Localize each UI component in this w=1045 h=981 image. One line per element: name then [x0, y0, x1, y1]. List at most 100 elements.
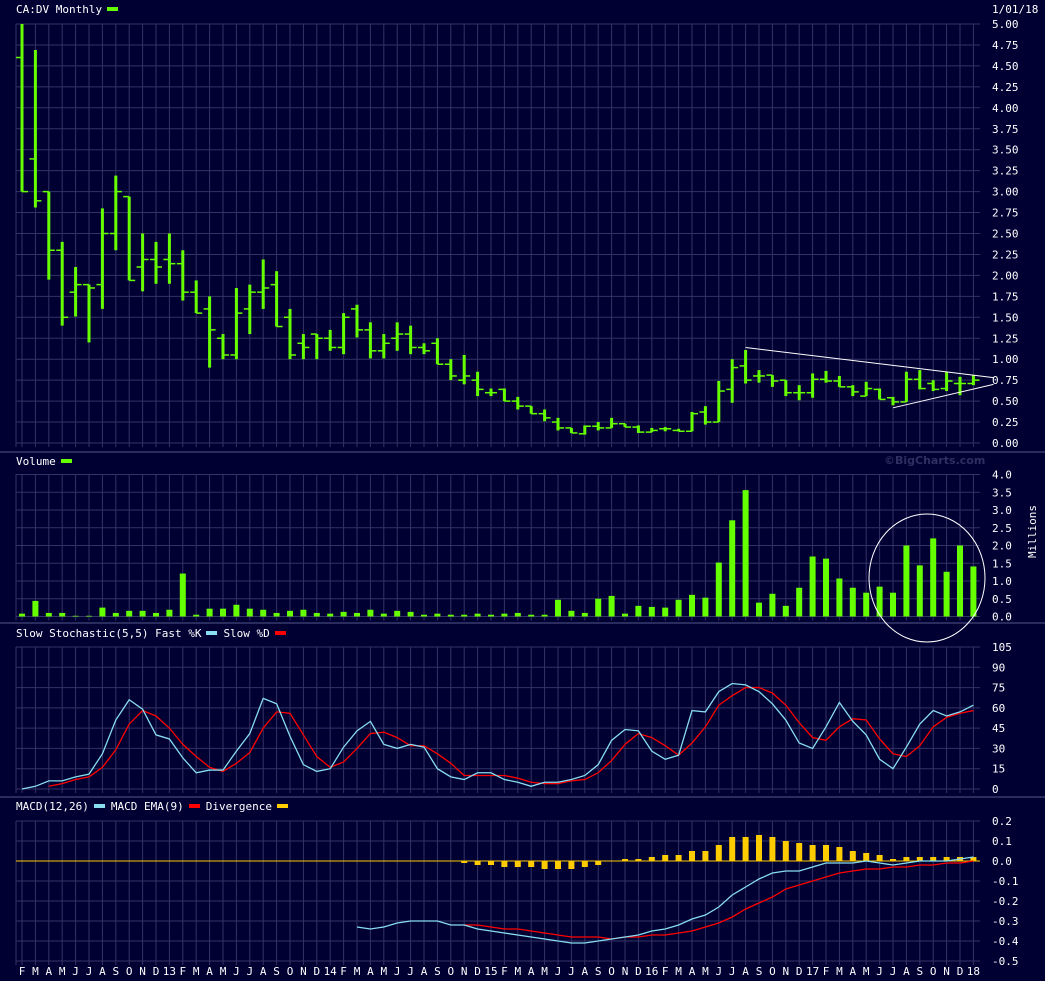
- price-bar: [592, 422, 605, 431]
- macd-label: MACD(12,26): [16, 800, 89, 813]
- y-tick-label: 2.25: [992, 248, 1019, 261]
- volume-bar: [796, 587, 803, 617]
- price-bar: [887, 396, 899, 406]
- x-tick-label: O: [126, 965, 133, 978]
- volume-bar: [394, 610, 401, 617]
- x-tick-label: 18: [967, 965, 980, 978]
- price-bar: [605, 417, 618, 429]
- tick-labels: 0.000.250.500.751.001.251.501.752.002.25…: [19, 18, 1019, 978]
- y-tick-label: 4.50: [992, 60, 1019, 73]
- x-tick-label: A: [45, 965, 52, 978]
- y-tick-label: 4.00: [992, 102, 1019, 115]
- x-tick-label: A: [689, 965, 696, 978]
- divergence-bar: [849, 851, 856, 861]
- x-tick-label: M: [354, 965, 361, 978]
- divergence-bar: [514, 861, 521, 867]
- divergence-bar: [742, 837, 749, 861]
- macd-ema-line: [464, 860, 974, 940]
- price-bar: [83, 283, 95, 343]
- x-tick-label: F: [19, 965, 26, 978]
- price-bar: [56, 241, 69, 326]
- y-tick-label: 3.5: [992, 486, 1012, 499]
- volume-bar: [514, 612, 521, 617]
- price-bar: [324, 329, 337, 351]
- volume-bar: [635, 605, 642, 617]
- price-bar: [150, 241, 162, 284]
- divergence-bar: [796, 843, 803, 861]
- volume-bar: [45, 612, 52, 617]
- y-tick-label: 0: [992, 783, 999, 796]
- x-tick-label: 15: [484, 965, 497, 978]
- chart-marks: [16, 24, 994, 944]
- price-bar: [686, 411, 698, 433]
- y-tick-label: 60: [992, 702, 1005, 715]
- volume-bar: [380, 613, 387, 617]
- volume-bar: [206, 608, 213, 617]
- gridlines: [0, 23, 1045, 965]
- volume-bar: [501, 613, 508, 617]
- volume-bar: [689, 594, 695, 617]
- divergence-bar: [729, 837, 736, 861]
- divergence-bar: [876, 855, 883, 861]
- x-tick-label: N: [782, 965, 789, 978]
- volume-bar: [622, 613, 628, 617]
- y-tick-label: 3.25: [992, 165, 1019, 178]
- price-bar: [96, 208, 109, 309]
- price-bar: [404, 325, 417, 355]
- volume-bar: [890, 592, 896, 617]
- divergence-bar: [488, 861, 494, 865]
- divergence-swatch: [276, 804, 288, 808]
- price-bar: [766, 374, 779, 387]
- y-tick-label: 2.5: [992, 522, 1012, 535]
- divergence-bar: [474, 861, 481, 865]
- x-tick-label: M: [380, 965, 387, 978]
- x-tick-label: O: [447, 965, 454, 978]
- volume-bar: [756, 602, 762, 617]
- volume-bar: [434, 613, 441, 617]
- slow-d-label: Slow %D: [223, 627, 270, 640]
- y-tick-label: 0.25: [992, 416, 1019, 429]
- volume-bar: [729, 520, 736, 617]
- price-bar: [42, 190, 55, 280]
- y-tick-label: 4.0: [992, 469, 1012, 482]
- y-tick-label: 0.00: [992, 437, 1019, 450]
- volume-unit-label: Millions: [1026, 505, 1039, 558]
- volume-bar: [541, 614, 548, 617]
- price-bar: [900, 371, 913, 403]
- divergence-bar: [648, 857, 655, 861]
- price-bar: [431, 338, 444, 365]
- price-bar: [873, 388, 886, 401]
- price-bar: [659, 427, 672, 432]
- x-tick-label: S: [112, 965, 119, 978]
- x-tick-label: A: [849, 965, 856, 978]
- y-tick-label: 3.0: [992, 504, 1012, 517]
- price-bar: [525, 405, 538, 415]
- volume-bar: [220, 608, 226, 617]
- volume-bar: [193, 614, 200, 617]
- stochastic-title: Slow Stochastic(5,5): [16, 627, 149, 640]
- x-tick-label: N: [461, 965, 468, 978]
- y-tick-label: -0.2: [992, 895, 1019, 908]
- volume-bar: [675, 599, 682, 617]
- volume-bar: [474, 613, 481, 617]
- divergence-bar: [916, 857, 923, 861]
- x-tick-label: D: [474, 965, 481, 978]
- price-bar: [726, 359, 739, 403]
- macd-ema-label: MACD EMA(9): [110, 800, 184, 813]
- volume-bar: [595, 598, 602, 617]
- price-bar: [779, 379, 792, 397]
- price-bar: [257, 259, 270, 309]
- y-tick-label: 2.75: [992, 207, 1019, 220]
- divergence-bar: [501, 861, 508, 867]
- volume-bar: [367, 609, 374, 617]
- x-tick-label: A: [99, 965, 106, 978]
- price-bar: [351, 304, 363, 338]
- x-tick-label: F: [340, 965, 347, 978]
- x-tick-label: 17: [806, 965, 819, 978]
- price-bar: [444, 359, 457, 381]
- price-bar: [753, 370, 765, 383]
- volume-bar: [32, 600, 39, 617]
- y-tick-label: 45: [992, 722, 1005, 735]
- x-tick-label: F: [662, 965, 669, 978]
